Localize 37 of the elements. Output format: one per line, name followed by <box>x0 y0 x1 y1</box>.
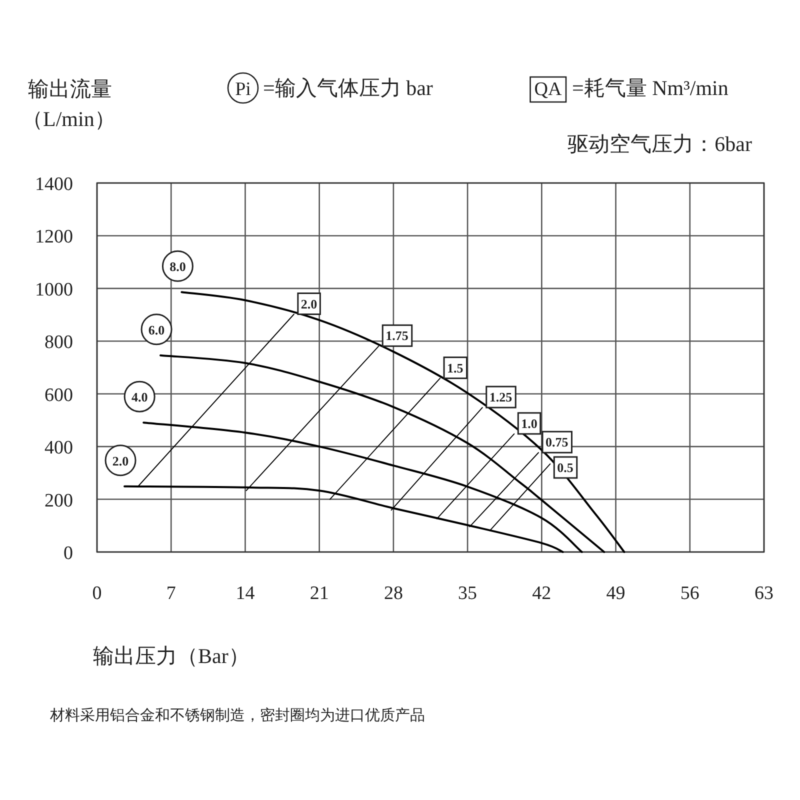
series-label: 2.0 <box>112 453 129 468</box>
y-tick-label: 1000 <box>35 279 73 300</box>
series-label: 0.75 <box>545 434 569 450</box>
x-tick-label: 63 <box>754 583 774 604</box>
y-tick-label: 1400 <box>35 174 73 195</box>
y-tick-label: 1200 <box>35 226 73 248</box>
series-label: 8.0 <box>170 259 186 274</box>
x-tick-label: 7 <box>166 583 176 604</box>
series-label: 1.25 <box>489 390 513 405</box>
y-tick-label: 600 <box>44 384 73 406</box>
series-label: 1.5 <box>447 360 464 376</box>
x-tick-label: 21 <box>310 583 329 604</box>
series-label: 0.5 <box>557 460 574 475</box>
text: Pi <box>235 79 251 100</box>
x-tick-label: 56 <box>680 583 700 604</box>
y-tick-label: 800 <box>44 332 73 354</box>
y-axis-title: 输出流量（L/min） <box>22 77 116 131</box>
text: 材料采用铝合金和不锈钢制造，密封圈均为进口优质产品 <box>49 707 425 724</box>
x-tick-label: 28 <box>384 583 403 604</box>
x-tick-label: 0 <box>92 583 102 604</box>
text: 驱动空气压力：6bar <box>568 132 752 156</box>
series-label: 4.0 <box>131 390 148 405</box>
series-label: 1.75 <box>386 328 409 344</box>
y-tick-label: 0 <box>64 543 73 564</box>
series-label: 6.0 <box>148 322 165 338</box>
text: =耗气量 Nm³/min <box>572 76 729 100</box>
series-label: 1.0 <box>521 416 538 431</box>
x-tick-label: 35 <box>458 583 478 604</box>
y-tick-label: 400 <box>44 438 73 459</box>
text: =输入气体压力 bar <box>263 76 433 100</box>
y-tick-label: 200 <box>44 490 73 512</box>
x-tick-label: 14 <box>236 583 256 604</box>
x-tick-label: 49 <box>606 583 626 604</box>
text: QA <box>534 79 562 100</box>
x-tick-label: 42 <box>532 583 552 604</box>
series-label: 2.0 <box>300 296 318 312</box>
x-axis-title: 输出压力（Bar） <box>93 644 250 668</box>
